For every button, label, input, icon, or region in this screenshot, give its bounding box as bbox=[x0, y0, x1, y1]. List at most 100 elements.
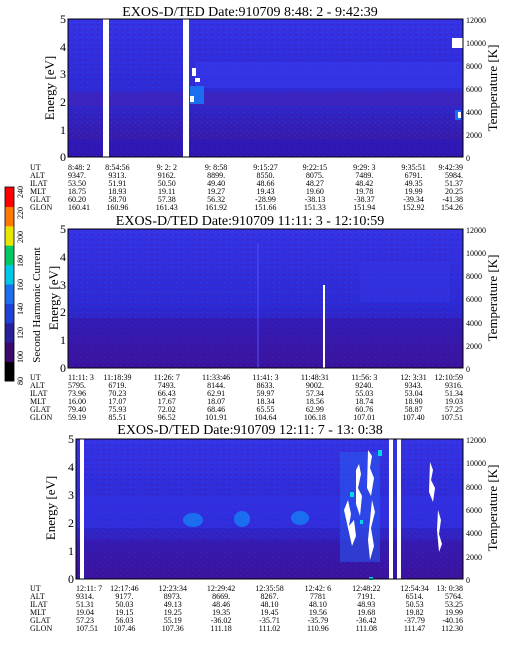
panel-1-data-gap-2 bbox=[183, 19, 189, 157]
table-cell: 151.66 bbox=[255, 203, 277, 212]
panel-2-rtick: 12000 bbox=[466, 226, 486, 235]
panel-2-info-table: UT ALT ILAT MLT GLAT GLON 11:11: 35795.7… bbox=[30, 373, 463, 422]
panel-2-yticks: 0 1 2 3 4 5 bbox=[60, 222, 66, 375]
table-cell: 51.34 bbox=[445, 389, 463, 398]
colorbar-scale bbox=[5, 187, 14, 382]
table-cell: 8633. bbox=[257, 381, 275, 390]
panel-1-row-label: ILAT bbox=[30, 179, 47, 188]
table-cell: 57.38 bbox=[158, 195, 176, 204]
panel-3-ytick: 0 bbox=[68, 572, 74, 586]
panel-3-yticks: 0 1 2 3 4 5 bbox=[68, 432, 74, 586]
colorbar-tick: 220 bbox=[16, 207, 25, 219]
colorbar-segment bbox=[5, 361, 14, 382]
table-cell: 57.23 bbox=[76, 616, 94, 625]
table-cell: 70.23 bbox=[108, 389, 126, 398]
panel-3-rtick: 6000 bbox=[466, 506, 482, 515]
table-cell: 8144. bbox=[207, 381, 225, 390]
table-cell: 17.67 bbox=[158, 397, 176, 406]
panel-3-row-label: ILAT bbox=[30, 600, 47, 609]
ut-tick-label: 9:22:15 bbox=[303, 163, 327, 172]
colorbar-tick: 160 bbox=[16, 279, 25, 291]
table-cell: -40.16 bbox=[442, 616, 463, 625]
table-cell: 68.46 bbox=[207, 405, 225, 414]
panel-3-rticks: 0 2000 4000 6000 8000 10000 12000 bbox=[466, 436, 486, 585]
table-cell: 79.40 bbox=[68, 405, 86, 414]
table-cell: 18.07 bbox=[207, 397, 225, 406]
table-cell: 57.34 bbox=[306, 389, 324, 398]
table-cell: 53.25 bbox=[445, 600, 463, 609]
table-cell: 106.18 bbox=[304, 413, 326, 422]
table-cell: -41.38 bbox=[442, 195, 463, 204]
table-cell: 58.70 bbox=[108, 195, 126, 204]
colorbar-tick: 120 bbox=[16, 327, 25, 339]
table-cell: 19.27 bbox=[207, 187, 225, 196]
colorbar-tick: 180 bbox=[16, 255, 25, 267]
table-cell: 59.19 bbox=[68, 413, 86, 422]
table-cell: 49.13 bbox=[164, 600, 182, 609]
table-cell: 48.42 bbox=[355, 179, 373, 188]
table-cell: 18.74 bbox=[355, 397, 373, 406]
panel-3-row-label: MLT bbox=[30, 608, 46, 617]
panel-2: EXOS-D/TED Date:910709 11:11: 3 - 12:10:… bbox=[30, 214, 500, 422]
panel-2-title: EXOS-D/TED Date:910709 11:11: 3 - 12:10:… bbox=[116, 214, 384, 229]
table-cell: 9162. bbox=[158, 171, 176, 180]
table-cell: 6719. bbox=[108, 381, 126, 390]
panel-3-row-label: UT bbox=[30, 584, 41, 593]
panel-2-row-labels: UT ALT ILAT MLT GLAT GLON bbox=[30, 373, 52, 422]
table-cell: 19.11 bbox=[158, 187, 176, 196]
table-cell: 75.93 bbox=[108, 405, 126, 414]
panel-1-row-label: GLAT bbox=[30, 195, 51, 204]
table-cell: 154.26 bbox=[441, 203, 463, 212]
table-cell: 56.03 bbox=[115, 616, 133, 625]
table-cell: 7191. bbox=[357, 592, 375, 601]
panel-1-ytick: 1 bbox=[60, 123, 66, 137]
ut-tick-label: 11:48:31 bbox=[301, 373, 329, 382]
table-cell: 48.46 bbox=[212, 600, 230, 609]
panel-1-rtick: 8000 bbox=[466, 62, 482, 71]
table-cell: 7489. bbox=[355, 171, 373, 180]
table-cell: 19.03 bbox=[445, 397, 463, 406]
table-cell: 110.96 bbox=[307, 624, 329, 633]
panel-3-ylabel-right: Temperature [K] bbox=[485, 465, 500, 552]
colorbar-segment bbox=[5, 303, 14, 324]
panel-1-row-label: ALT bbox=[30, 171, 45, 180]
table-cell: 72.02 bbox=[158, 405, 176, 414]
panel-3-ytick: 5 bbox=[68, 432, 74, 446]
ut-tick-label: 12:11: 7 bbox=[76, 584, 102, 593]
panel-2-row-label: UT bbox=[30, 373, 41, 382]
table-cell: 48.93 bbox=[357, 600, 375, 609]
table-cell: 53.04 bbox=[405, 389, 423, 398]
panel-1-row-label: GLON bbox=[30, 203, 52, 212]
panel-3-info-table: UT ALT ILAT MLT GLAT GLON 12:11: 79314.5… bbox=[30, 584, 463, 633]
table-cell: -39.34 bbox=[403, 195, 424, 204]
table-cell: 9002. bbox=[306, 381, 324, 390]
table-cell: 9347. bbox=[68, 171, 86, 180]
table-cell: 62.99 bbox=[306, 405, 324, 414]
panel-3-row-label: ALT bbox=[30, 592, 45, 601]
table-cell: 107.40 bbox=[403, 413, 425, 422]
ut-tick-label: 9: 8:58 bbox=[205, 163, 227, 172]
table-cell: 55.03 bbox=[355, 389, 373, 398]
panel-1-ytick: 3 bbox=[60, 67, 66, 81]
table-cell: 107.46 bbox=[113, 624, 135, 633]
panel-2-ytick: 2 bbox=[60, 305, 66, 319]
panel-1-rtick: 0 bbox=[466, 154, 470, 163]
panel-1-rtick: 12000 bbox=[466, 16, 486, 25]
table-cell: 48.10 bbox=[309, 600, 327, 609]
table-cell: 7493. bbox=[158, 381, 176, 390]
panel-1-row-label: MLT bbox=[30, 187, 46, 196]
table-cell: 9314. bbox=[76, 592, 94, 601]
panel-3-ytick: 1 bbox=[68, 544, 74, 558]
ut-tick-label: 11:56: 3 bbox=[351, 373, 377, 382]
panel-2-row-label: ALT bbox=[30, 381, 45, 390]
panel-2-rtick: 10000 bbox=[466, 249, 486, 258]
panel-2-rtick: 6000 bbox=[466, 295, 482, 304]
table-cell: 51.37 bbox=[445, 179, 463, 188]
colorbar-ticks: 80 100 120 140 160 180 200 220 240 bbox=[16, 186, 25, 385]
panel-2-row-label: GLON bbox=[30, 413, 52, 422]
panel-1-data-gap-1 bbox=[103, 19, 109, 157]
table-cell: 48.10 bbox=[261, 600, 279, 609]
panel-2-ylabel: Energy [eV] bbox=[46, 266, 61, 330]
